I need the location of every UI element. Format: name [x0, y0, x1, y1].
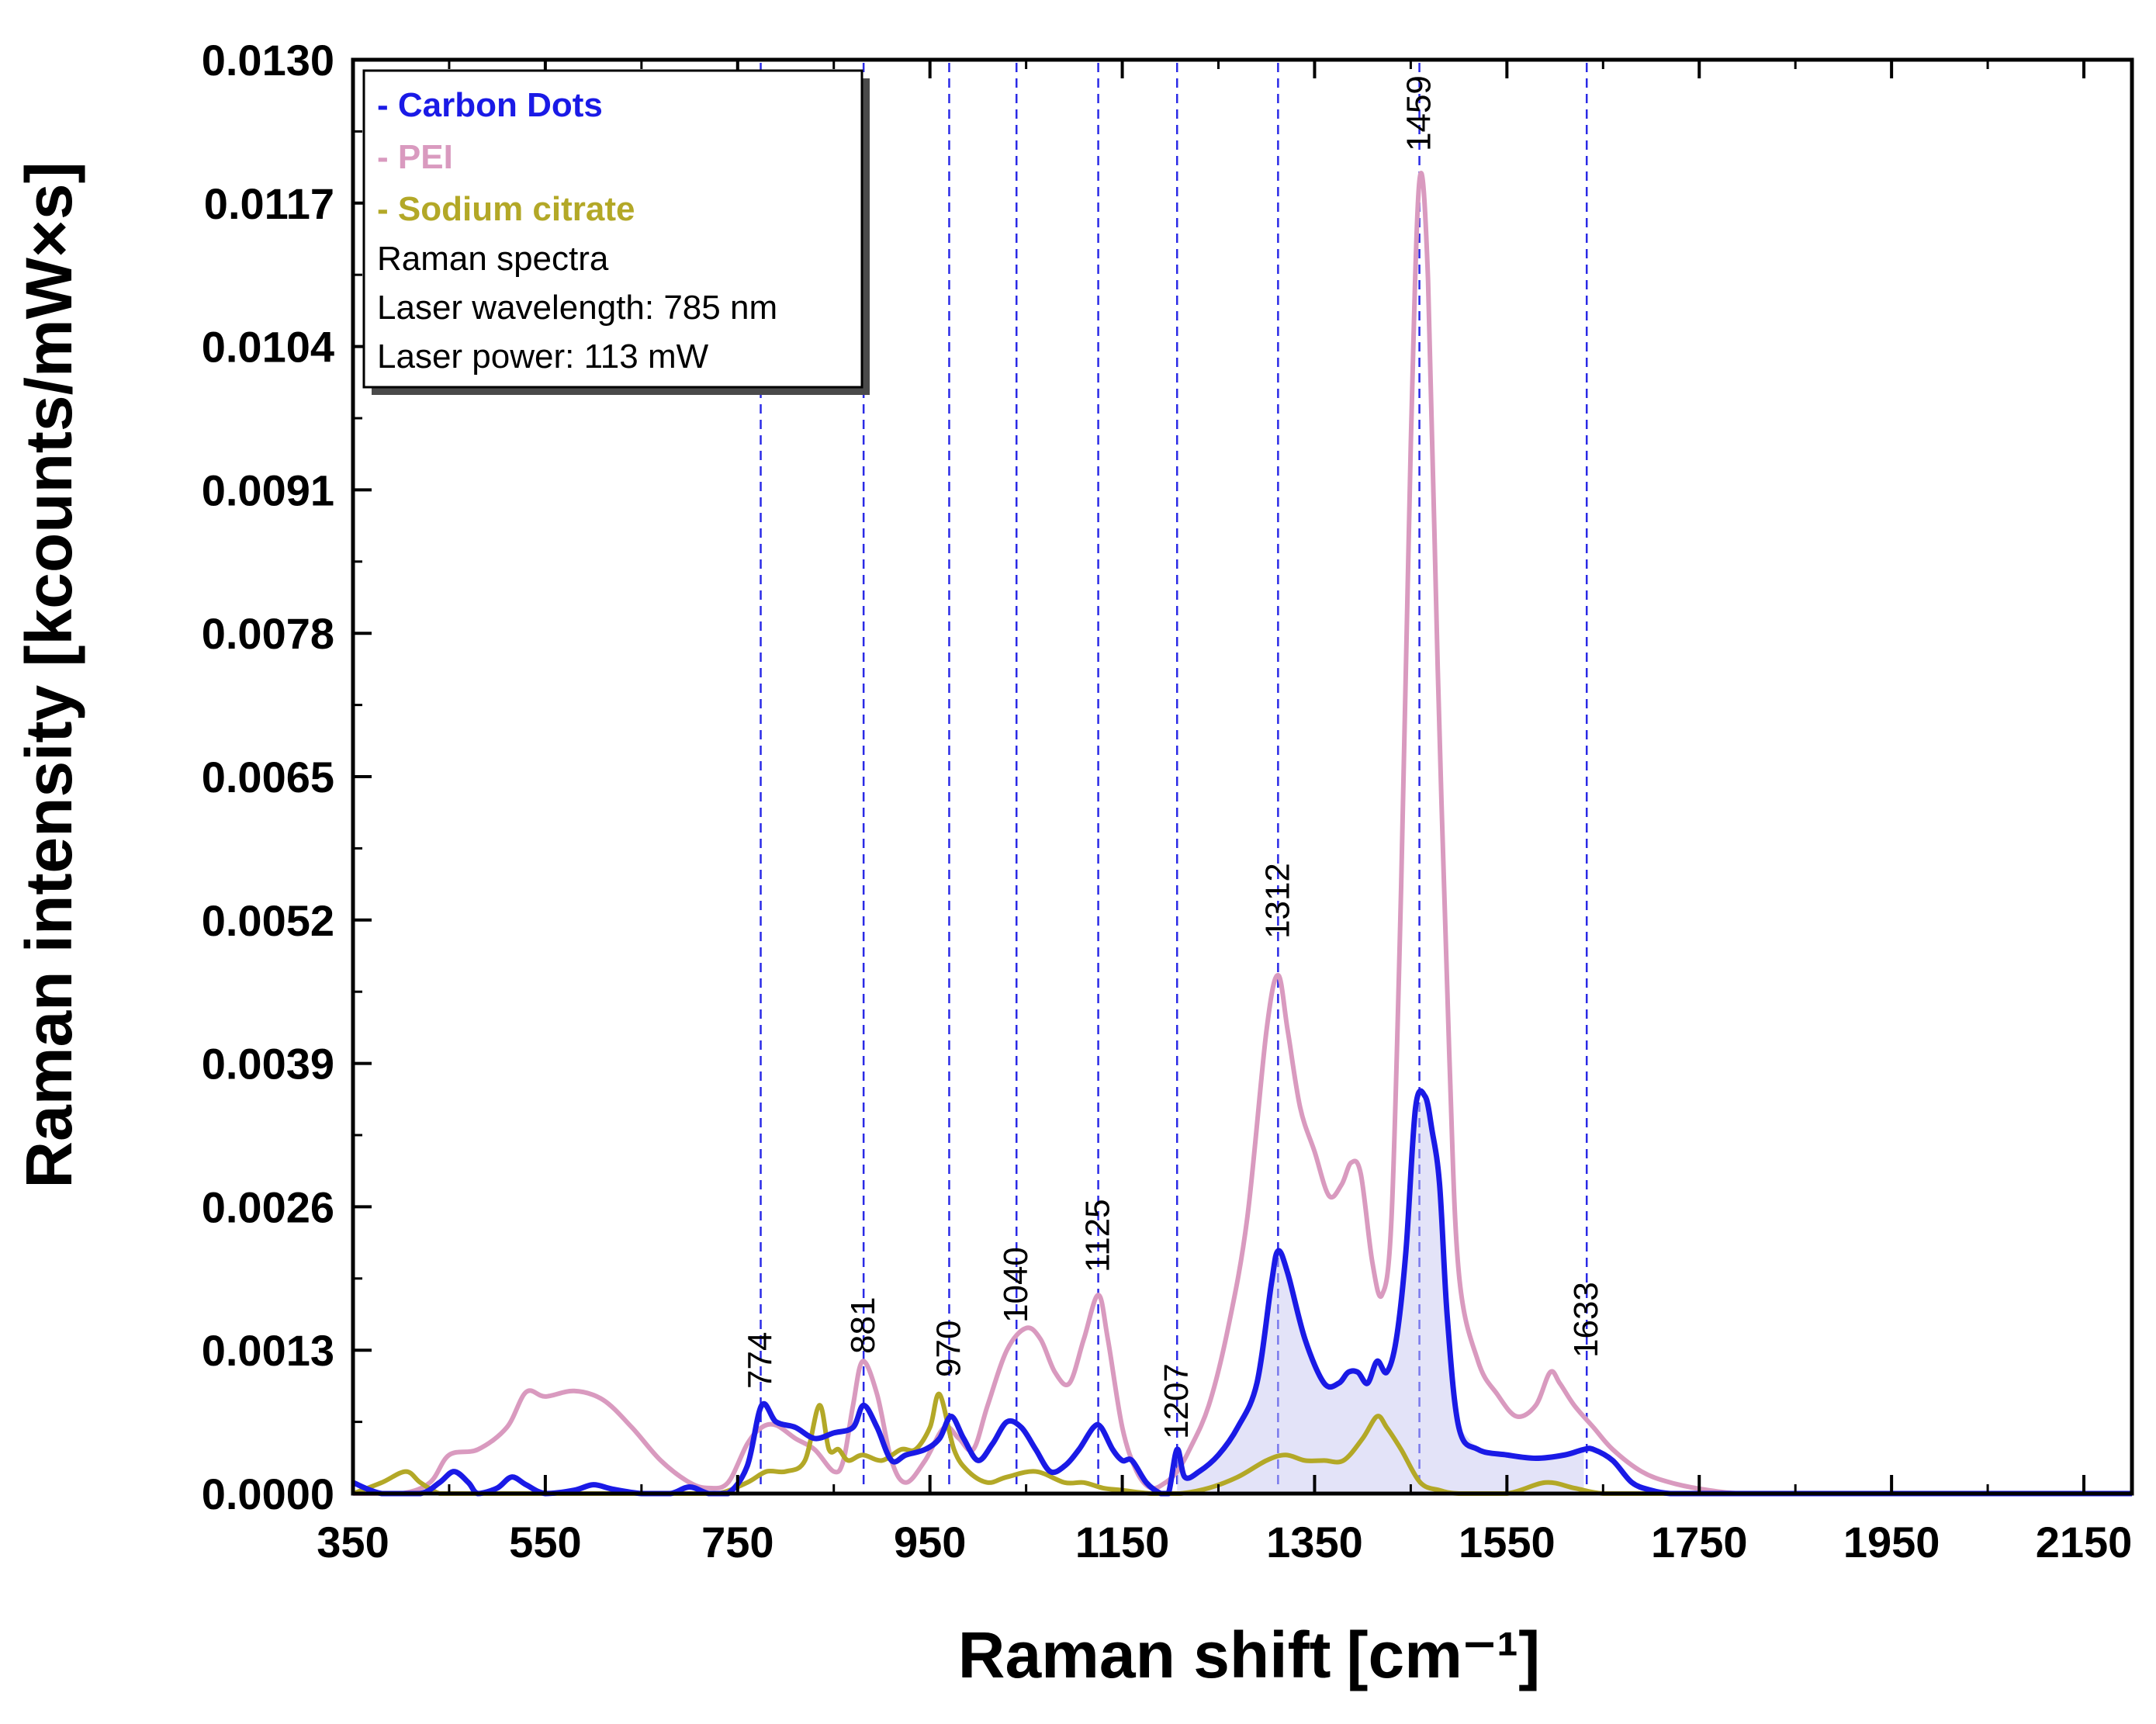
- series-line-pei: [353, 171, 2132, 1497]
- y-tick-label: 0.0013: [202, 1326, 334, 1375]
- y-tick-label: 0.0039: [202, 1040, 334, 1089]
- series-line-carbon-dots: [351, 1088, 2132, 1497]
- peak-label-970: 970: [929, 1321, 967, 1377]
- peak-labels-layer: 774 881 970 1040 1125 1207 1312 1459 1633: [742, 75, 1606, 1439]
- peak-label-774: 774: [742, 1332, 780, 1389]
- x-axis-title-name: Raman shift: [958, 1618, 1331, 1691]
- peak-label-1633: 1633: [1567, 1282, 1605, 1358]
- x-tick-label: 1350: [1266, 1518, 1363, 1566]
- x-tick-label: 550: [509, 1518, 581, 1566]
- x-tick-label: 1750: [1651, 1518, 1748, 1566]
- x-axis-title-unit: [cm⁻¹]: [1347, 1618, 1541, 1691]
- peak-label-1459: 1459: [1400, 75, 1438, 151]
- peak-label-1312: 1312: [1258, 863, 1296, 939]
- peak-label-1125: 1125: [1079, 1199, 1117, 1272]
- y-tick-label: 0.0065: [202, 753, 334, 801]
- x-tick-label: 1550: [1459, 1518, 1556, 1566]
- peak-label-881: 881: [844, 1297, 882, 1354]
- y-tick-label: 0.0104: [202, 323, 334, 372]
- x-tick-label: 950: [894, 1518, 966, 1566]
- x-tick-label: 750: [701, 1518, 773, 1566]
- y-tick-label: 0.0000: [202, 1470, 334, 1518]
- x-axis-title: Raman shift [cm⁻¹]: [958, 1618, 1540, 1691]
- legend: - Carbon Dots - PEI - Sodium citrate Ram…: [362, 69, 870, 395]
- y-tick-label: 0.0091: [202, 466, 334, 514]
- y-tick-label: 0.0130: [202, 36, 334, 85]
- legend-entry-carbon-dots: - Carbon Dots: [377, 86, 603, 124]
- reference-lines-layer: [760, 63, 1588, 1490]
- legend-note-raman-spectra: Raman spectra: [377, 240, 609, 278]
- x-tick-label: 350: [317, 1518, 389, 1566]
- x-tick-label: 1950: [1843, 1518, 1940, 1566]
- series-layer: [351, 171, 2132, 1497]
- peak-label-1207: 1207: [1158, 1363, 1196, 1439]
- peak-label-1040: 1040: [997, 1247, 1035, 1323]
- legend-box: [362, 69, 863, 389]
- y-tick-label: 0.0117: [204, 179, 334, 228]
- legend-note-laser-wavelength: Laser wavelength: 785 nm: [377, 289, 777, 327]
- carbon-dots-shaded-area: [1177, 1096, 1584, 1494]
- legend-note-laser-power: Laser power: 113 mW: [377, 338, 709, 376]
- axes-layer: 350 550 750 950 1150 1350 1550 1750 1950 2150 0.00…: [202, 36, 2133, 1566]
- y-tick-label: 0.0026: [202, 1182, 334, 1231]
- x-tick-label: 1150: [1075, 1518, 1170, 1566]
- legend-entry-sodium-citrate: - Sodium citrate: [377, 190, 635, 228]
- y-axis-title: Raman intensity [kcounts/mW×s]: [12, 161, 85, 1188]
- x-tick-label: 2150: [2036, 1518, 2133, 1566]
- y-tick-label: 0.0052: [202, 896, 334, 945]
- y-tick-label: 0.0078: [202, 609, 334, 658]
- legend-entry-pei: - PEI: [377, 138, 453, 176]
